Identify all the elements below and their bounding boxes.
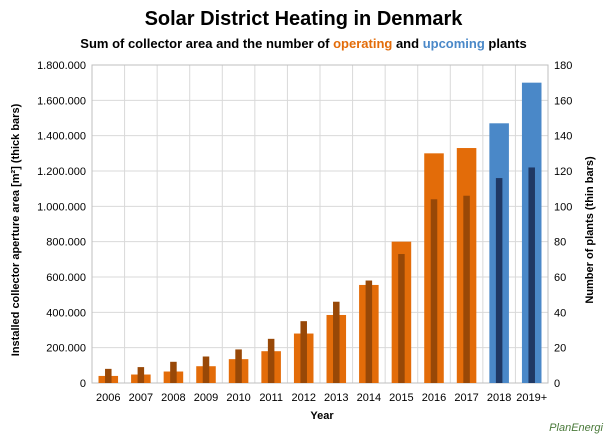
bar-plant-count: [137, 367, 145, 383]
y-axis-left-title: Installed collector aperture area [m²] (…: [10, 103, 22, 357]
planenergi-logo: PlanEnergi: [549, 422, 603, 434]
bar-plant-count: [463, 195, 470, 383]
y-tick-left-label: 1.200.000: [37, 166, 86, 178]
y-tick-left-label: 1.400.000: [37, 131, 86, 143]
y-tick-right-label: 140: [554, 131, 572, 143]
x-axis-title: Year: [310, 410, 334, 422]
y-tick-right-label: 100: [554, 201, 572, 213]
y-axis-right-title: Number of plants (thin bars): [584, 156, 596, 304]
y-tick-right-label: 40: [554, 307, 566, 319]
x-tick-label: 2009: [194, 392, 218, 404]
y-tick-left-label: 1.600.000: [37, 95, 86, 107]
x-tick-label: 2018: [487, 392, 511, 404]
x-tick-label: 2006: [96, 392, 120, 404]
y-tick-right-label: 120: [554, 166, 572, 178]
bar-plant-count: [333, 301, 340, 383]
x-tick-label: 2015: [389, 392, 413, 404]
chart-title: Solar District Heating in Denmark: [144, 8, 463, 30]
y-tick-right-label: 80: [554, 237, 566, 249]
x-tick-label: 2008: [161, 392, 185, 404]
subtitle-upcoming: upcoming: [422, 36, 485, 51]
y-tick-left-label: 1.800.000: [37, 60, 86, 72]
y-axis-left-title-wrap: Installed collector aperture area [m²] (…: [6, 80, 26, 380]
x-tick-label: 2013: [324, 392, 348, 404]
x-tick-label: 2011: [259, 392, 283, 404]
bar-plant-count: [170, 361, 177, 383]
bar-plant-count: [495, 178, 503, 383]
y-tick-right-label: 20: [554, 343, 566, 355]
y-tick-left-label: 1.000.000: [37, 201, 86, 213]
subtitle-and: and: [392, 36, 423, 51]
bar-plant-count: [300, 321, 307, 383]
bar-plant-count: [202, 356, 210, 383]
x-tick-label: 2016: [422, 392, 446, 404]
y-tick-right-label: 160: [554, 95, 572, 107]
bar-plant-count: [105, 368, 112, 383]
x-tick-label: 2014: [357, 392, 381, 404]
y-tick-left-label: 400.000: [46, 307, 86, 319]
plot-frame: [91, 64, 549, 384]
y-tick-left-label: 200.000: [46, 343, 86, 355]
subtitle-prefix: Sum of collector area and the number of: [80, 36, 334, 51]
y-tick-left-label: 0: [80, 378, 86, 390]
y-tick-right-label: 0: [554, 378, 560, 390]
y-tick-right-label: 180: [554, 60, 572, 72]
bar-plant-count: [267, 338, 275, 383]
x-tick-label: 2012: [291, 392, 315, 404]
chart-subtitle: Sum of collector area and the number of …: [0, 36, 607, 51]
subtitle-suffix: plants: [484, 36, 527, 51]
y-tick-left-label: 800.000: [46, 237, 86, 249]
x-tick-label: 2010: [226, 392, 250, 404]
bar-plant-count: [398, 254, 405, 383]
y-tick-left-label: 600.000: [46, 272, 86, 284]
bar-plant-count: [430, 199, 438, 383]
subtitle-operating: operating: [333, 36, 393, 51]
y-tick-right-label: 60: [554, 272, 566, 284]
x-tick-label: 2019+: [516, 392, 547, 404]
bar-plant-count: [365, 280, 373, 383]
y-axis-right-title-wrap: Number of plants (thin bars): [580, 80, 600, 380]
x-tick-label: 2007: [129, 392, 153, 404]
bar-plant-count: [235, 349, 242, 383]
x-tick-label: 2017: [454, 392, 478, 404]
bar-plant-count: [528, 167, 535, 383]
